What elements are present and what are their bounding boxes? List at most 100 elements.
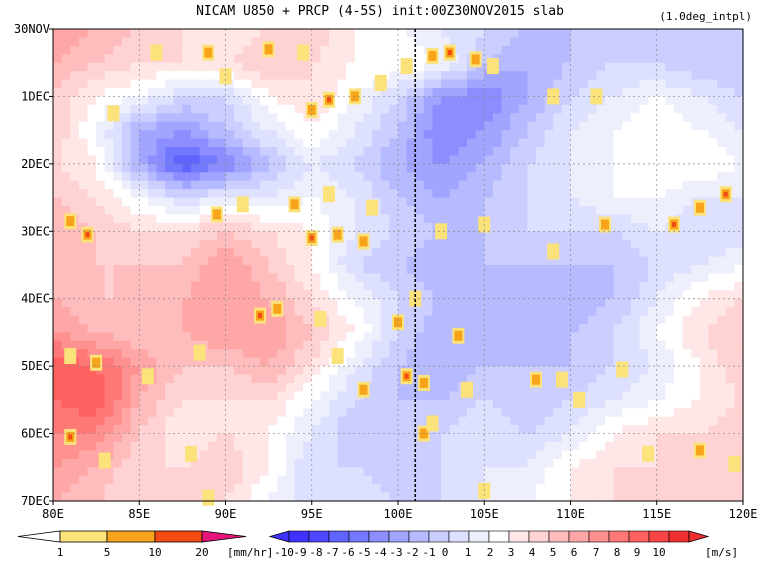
u850-cell: [380, 189, 390, 199]
u850-cell: [579, 54, 589, 64]
u850-cell: [311, 399, 321, 409]
u850-cell: [147, 340, 158, 350]
u850-cell: [96, 147, 106, 157]
u850-cell: [70, 239, 80, 249]
u850-cell: [104, 172, 114, 182]
u850-cell: [570, 197, 580, 207]
u850-cell: [682, 104, 692, 114]
u850-cell: [492, 45, 503, 55]
u850-cell: [104, 239, 114, 249]
u850-cell: [165, 425, 175, 435]
u850-cell: [372, 416, 382, 426]
u850-cell: [398, 29, 408, 39]
u850-cell: [691, 256, 701, 266]
u850-cell: [147, 324, 158, 334]
u850-cell: [579, 315, 589, 325]
u850-cell: [467, 349, 477, 359]
u850-cell: [708, 416, 718, 426]
u850-cell: [648, 248, 658, 258]
u850-cell: [441, 450, 451, 460]
u850-cell: [596, 340, 606, 350]
u850-cell: [61, 399, 71, 409]
u850-cell: [311, 54, 321, 64]
u850-cell: [242, 340, 252, 350]
u850-cell: [691, 248, 701, 258]
u850-cell: [639, 96, 649, 106]
u850-cell: [389, 214, 399, 224]
u850-cell: [70, 79, 80, 89]
u850-cell: [277, 324, 287, 334]
u850-cell: [53, 349, 63, 359]
u850-cell: [191, 172, 201, 182]
u850-cell: [518, 298, 528, 308]
u850-cell: [389, 54, 399, 64]
u850-cell: [544, 315, 554, 325]
prcp-colorbar-unit: [mm/hr]: [227, 546, 273, 559]
u850-cell: [587, 475, 597, 485]
u850-cell: [691, 425, 701, 435]
u850-colorbar-label: 0: [442, 546, 449, 559]
u850-cell: [475, 130, 485, 140]
u850-cell: [484, 172, 494, 182]
u850-cell: [320, 248, 330, 258]
u850-cell: [234, 273, 244, 283]
u850-cell: [699, 256, 710, 266]
u850-cell: [398, 130, 408, 140]
u850-cell: [372, 248, 382, 258]
u850-cell: [130, 130, 140, 140]
u850-cell: [53, 357, 63, 367]
u850-cell: [656, 374, 666, 384]
u850-cell: [398, 391, 408, 401]
u850-cell: [260, 366, 270, 376]
u850-cell: [303, 391, 313, 401]
u850-cell: [104, 189, 114, 199]
u850-cell: [536, 71, 546, 81]
u850-cell: [415, 180, 425, 190]
u850-cell: [449, 467, 459, 477]
prcp-cell: [68, 434, 73, 440]
u850-cell: [432, 467, 442, 477]
u850-cell: [708, 442, 718, 452]
u850-cell: [553, 79, 563, 89]
u850-cell: [648, 492, 658, 502]
u850-cell: [363, 88, 373, 98]
u850-cell: [277, 450, 287, 460]
u850-cell: [173, 433, 183, 443]
prcp-cell: [359, 384, 368, 395]
u850-cell: [199, 442, 209, 452]
u850-cell: [268, 433, 278, 443]
u850-cell: [415, 163, 425, 173]
u850-cell: [544, 138, 554, 148]
u850-cell: [622, 442, 632, 452]
u850-cell: [311, 357, 321, 367]
u850-cell: [53, 222, 63, 232]
u850-cell: [449, 79, 459, 89]
u850-cell: [613, 383, 623, 393]
prcp-cell: [409, 290, 422, 307]
u850-cell: [674, 29, 684, 39]
u850-cell: [311, 484, 321, 494]
u850-cell: [96, 71, 106, 81]
u850-cell: [61, 256, 71, 266]
u850-cell: [242, 256, 252, 266]
u850-cell: [734, 273, 744, 283]
u850-cell: [717, 492, 727, 502]
u850-cell: [587, 433, 597, 443]
u850-cell: [242, 37, 252, 47]
u850-cell: [587, 425, 597, 435]
u850-cell: [432, 239, 442, 249]
u850-cell: [251, 248, 261, 258]
u850-cell: [492, 298, 503, 308]
prcp-cell: [695, 445, 704, 456]
u850-cell: [536, 222, 546, 232]
u850-cell: [622, 88, 632, 98]
u850-cell: [510, 425, 520, 435]
u850-cell: [285, 298, 296, 308]
u850-cell: [630, 332, 641, 342]
u850-cell: [639, 383, 649, 393]
u850-cell: [70, 71, 80, 81]
u850-cell: [510, 391, 520, 401]
u850-cell: [475, 104, 485, 114]
u850-cell: [432, 290, 442, 300]
